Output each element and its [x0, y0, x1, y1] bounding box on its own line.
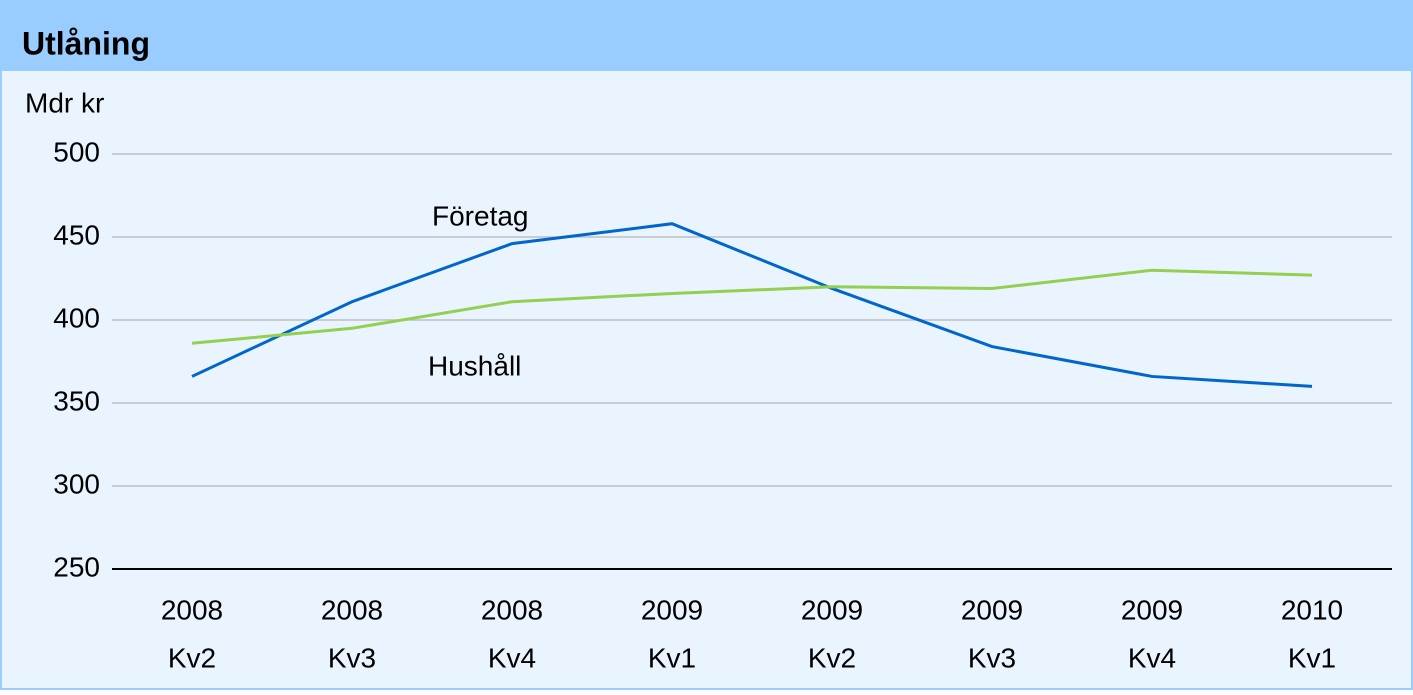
x-tick-label: 2008 [161, 594, 223, 625]
x-tick-label: 2009 [961, 594, 1023, 625]
x-tick-label: Kv2 [168, 642, 216, 673]
x-tick-label: 2009 [641, 594, 703, 625]
x-tick-label: 2008 [321, 594, 383, 625]
header [1, 1, 1412, 71]
x-tick-label: 2009 [801, 594, 863, 625]
x-tick-label: Kv4 [488, 642, 536, 673]
line-series [191, 268, 1313, 345]
x-tick-label: Kv3 [968, 642, 1016, 673]
y-tick-label: 300 [53, 468, 100, 499]
series-label: Företag [432, 200, 529, 231]
chart-title: Utlåning [22, 25, 150, 61]
series-label: Hushåll [428, 350, 521, 381]
x-tick-label: 2010 [1281, 594, 1343, 625]
x-tick-label: Kv3 [328, 642, 376, 673]
x-tick-label: Kv1 [1288, 642, 1336, 673]
x-tick-label: Kv4 [1128, 642, 1176, 673]
x-tick-label: Kv2 [808, 642, 856, 673]
y-tick-label: 250 [53, 551, 100, 582]
x-tick-label: 2008 [481, 594, 543, 625]
y-tick-label: 350 [53, 385, 100, 416]
x-tick-label: Kv1 [648, 642, 696, 673]
y-tick-label: 450 [53, 219, 100, 250]
line-series [191, 222, 1313, 388]
x-tick-label: 2009 [1121, 594, 1183, 625]
y-tick-label: 500 [53, 136, 100, 167]
y-tick-label: 400 [53, 302, 100, 333]
y-axis-label: Mdr kr [25, 87, 104, 118]
